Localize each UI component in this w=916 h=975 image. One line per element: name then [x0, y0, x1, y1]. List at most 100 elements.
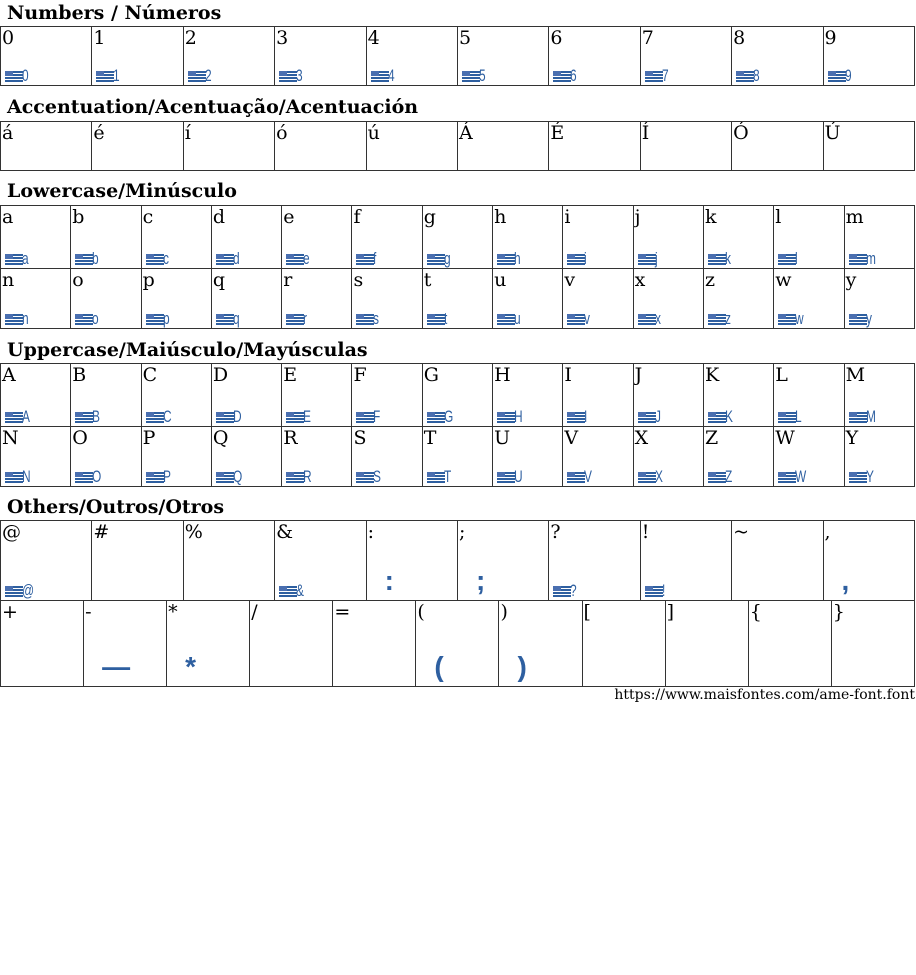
- sample-glyph: ;: [475, 565, 486, 596]
- sample-glyph: 0: [22, 66, 29, 85]
- character-label: J: [634, 364, 643, 387]
- flag-icon: [215, 472, 234, 483]
- character-label: Á: [458, 122, 473, 145]
- glyph-cell: %: [182, 520, 276, 601]
- character-label: á: [2, 122, 14, 145]
- font-sample: ;: [462, 566, 485, 596]
- sample-glyph: G: [443, 407, 454, 426]
- character-label: v: [564, 269, 576, 292]
- character-label: f: [353, 206, 361, 229]
- character-label: ú: [367, 122, 380, 145]
- sample-glyph: z: [724, 309, 731, 328]
- glyph-cell: Á: [456, 121, 550, 171]
- flag-icon: [145, 254, 164, 265]
- sample-glyph: Q: [232, 467, 243, 486]
- character-label: H: [494, 364, 511, 387]
- sample-glyph: ,: [841, 565, 850, 596]
- sample-glyph: k: [724, 249, 731, 268]
- sample-glyph: T: [443, 467, 452, 486]
- font-sample: p: [145, 310, 172, 328]
- sample-glyph: U: [514, 467, 523, 486]
- font-sample: q: [215, 309, 242, 328]
- font-sample: :: [371, 566, 394, 596]
- character-label: V: [564, 427, 579, 450]
- font-sample: a: [5, 250, 31, 268]
- font-sample: K: [707, 408, 736, 426]
- sample-glyph: &: [296, 581, 305, 600]
- flag-icon: [187, 71, 206, 82]
- sample-glyph: a: [22, 249, 29, 268]
- font-sample: 1: [96, 67, 122, 85]
- font-sample: N: [5, 468, 34, 486]
- glyph-cell: ;;: [456, 520, 550, 601]
- sample-glyph: u: [514, 309, 521, 328]
- flag-icon: [707, 412, 726, 423]
- sample-glyph: d: [232, 249, 240, 268]
- glyph-cell: #: [91, 520, 184, 601]
- font-sample: U: [497, 468, 526, 486]
- font-sample: 2: [187, 67, 214, 85]
- flag-icon: [356, 254, 375, 265]
- glyph-cell: )): [498, 600, 583, 687]
- sample-glyph: V: [584, 467, 593, 486]
- character-label: Q: [212, 427, 229, 450]
- sample-glyph: q: [232, 309, 240, 328]
- sample-glyph: n: [22, 309, 29, 328]
- font-sample: 0: [5, 67, 31, 85]
- character-label: u: [494, 269, 507, 292]
- character-label: S: [353, 427, 367, 450]
- font-sample: Y: [848, 468, 877, 486]
- character-label: l: [775, 206, 782, 229]
- character-label: E: [283, 364, 298, 387]
- flag-icon: [75, 412, 94, 423]
- sample-glyph: g: [443, 249, 451, 268]
- flag-icon: [553, 71, 572, 82]
- character-label: 0: [2, 27, 15, 50]
- font-sample: b: [75, 250, 101, 268]
- character-label: L: [775, 364, 788, 387]
- sample-glyph: L: [795, 407, 802, 426]
- character-label: y: [845, 269, 857, 292]
- glyph-cell: á: [0, 121, 93, 171]
- character-label: 3: [276, 27, 289, 50]
- glyph-cell: ,,: [822, 520, 916, 601]
- font-sample: u: [497, 310, 523, 328]
- font-sample: 9: [827, 67, 854, 85]
- flag-icon: [279, 586, 298, 597]
- flag-icon: [778, 254, 797, 265]
- glyph-cell: @ @: [0, 520, 93, 601]
- character-label: Z: [704, 427, 719, 450]
- font-sample: ,: [828, 566, 850, 596]
- font-sample: S: [356, 468, 384, 486]
- character-label: t: [423, 269, 432, 292]
- font-sample: Z: [707, 468, 735, 486]
- font-sample: C: [145, 408, 175, 426]
- font-sample: P: [145, 468, 174, 486]
- sample-glyph: ): [517, 651, 527, 682]
- character-label: 1: [93, 27, 106, 50]
- flag-icon: [215, 314, 234, 325]
- flag-icon: [461, 71, 480, 82]
- flag-icon: [215, 254, 234, 265]
- font-sample: h: [497, 250, 523, 268]
- sample-glyph: A: [22, 407, 30, 426]
- sample-glyph: y: [865, 309, 872, 328]
